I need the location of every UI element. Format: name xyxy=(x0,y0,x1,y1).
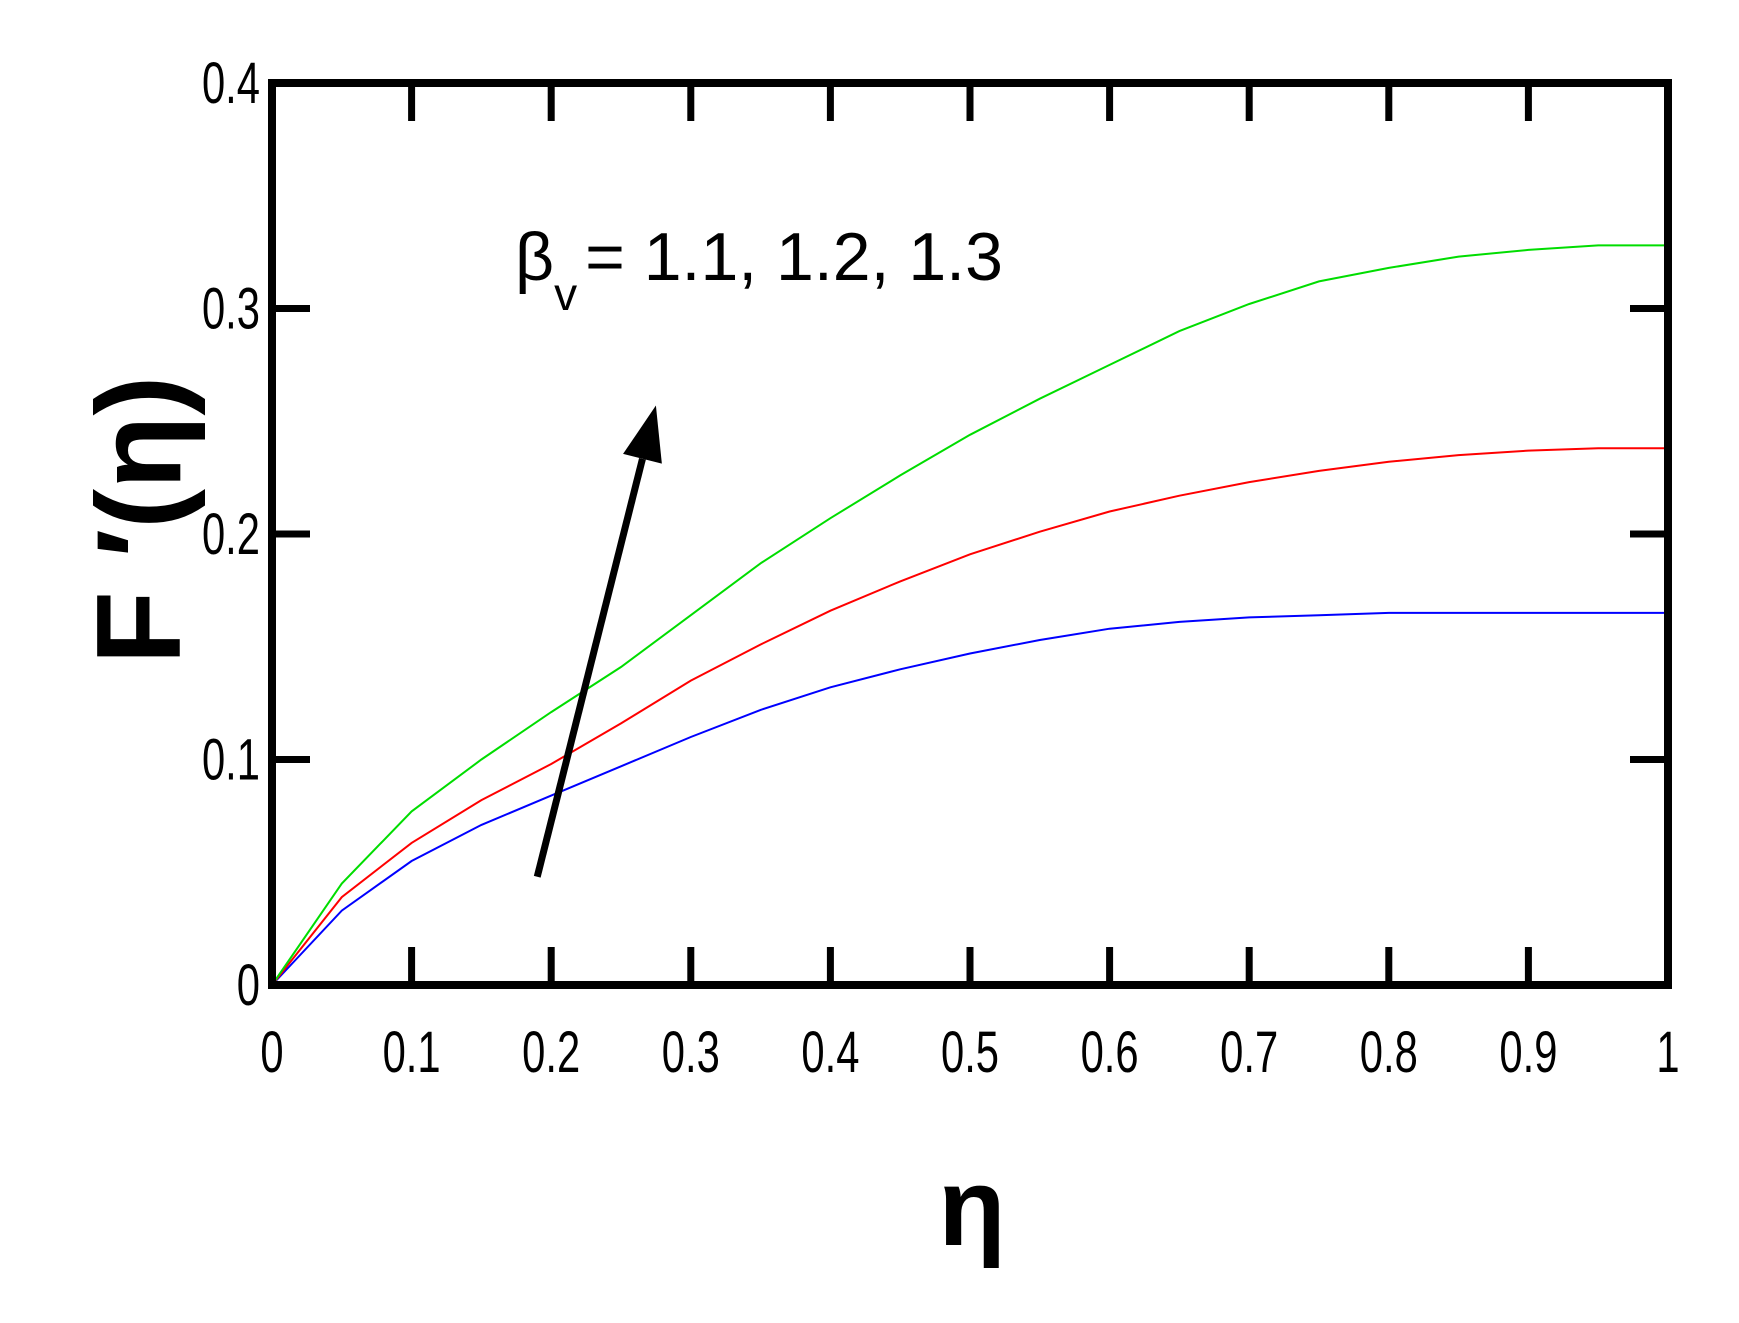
x-tick-label: 0.5 xyxy=(941,1019,999,1084)
x-axis-label: η xyxy=(938,1146,1005,1269)
x-tick-label: 1 xyxy=(1656,1019,1679,1084)
x-tick-label: 0.8 xyxy=(1360,1019,1418,1084)
y-tick-label: 0.2 xyxy=(202,501,260,566)
annotation-subscript: v xyxy=(554,268,577,320)
series-line-1 xyxy=(271,611,1668,986)
annotation-symbol: β xyxy=(515,219,554,295)
y-tick-labels: 0 0.1 0.2 0.3 0.4 xyxy=(202,50,260,1017)
series-line-2 xyxy=(271,447,1668,986)
x-tick-label: 0.4 xyxy=(801,1019,859,1084)
svg-text:βv= 1.1, 1.2, 1.3: βv = 1.1, 1.2, 1.3 xyxy=(515,219,1003,320)
annotation-label: βv = 1.1, 1.2, 1.3 xyxy=(515,219,1003,320)
x-tick-label: 0 xyxy=(260,1019,283,1084)
x-tick-label: 0.1 xyxy=(383,1019,441,1084)
y-tick-label: 0.3 xyxy=(202,276,260,341)
annotation-arrow-shaft xyxy=(533,457,646,878)
x-tick-label: 0.7 xyxy=(1220,1019,1278,1084)
series-line-3 xyxy=(271,244,1668,986)
annotation-text: = 1.1, 1.2, 1.3 xyxy=(585,219,1003,295)
x-tick-label: 0.9 xyxy=(1499,1019,1557,1084)
y-tick-label: 0.4 xyxy=(202,50,260,115)
x-tick-label: 0.3 xyxy=(662,1019,720,1084)
ticks-layer xyxy=(272,83,1668,985)
x-tick-labels: 0 0.1 0.2 0.3 0.4 0.5 0.6 0.7 0.8 0.9 1 xyxy=(260,1019,1679,1084)
series-layer xyxy=(271,244,1668,986)
y-tick-label: 0.1 xyxy=(202,727,260,792)
x-tick-label: 0.6 xyxy=(1081,1019,1139,1084)
x-tick-label: 0.2 xyxy=(522,1019,580,1084)
annotation-arrow-layer xyxy=(533,405,662,878)
annotation-arrow-head xyxy=(623,405,662,464)
y-tick-label: 0 xyxy=(237,952,260,1017)
y-axis-label: F ′(η) xyxy=(72,376,206,665)
